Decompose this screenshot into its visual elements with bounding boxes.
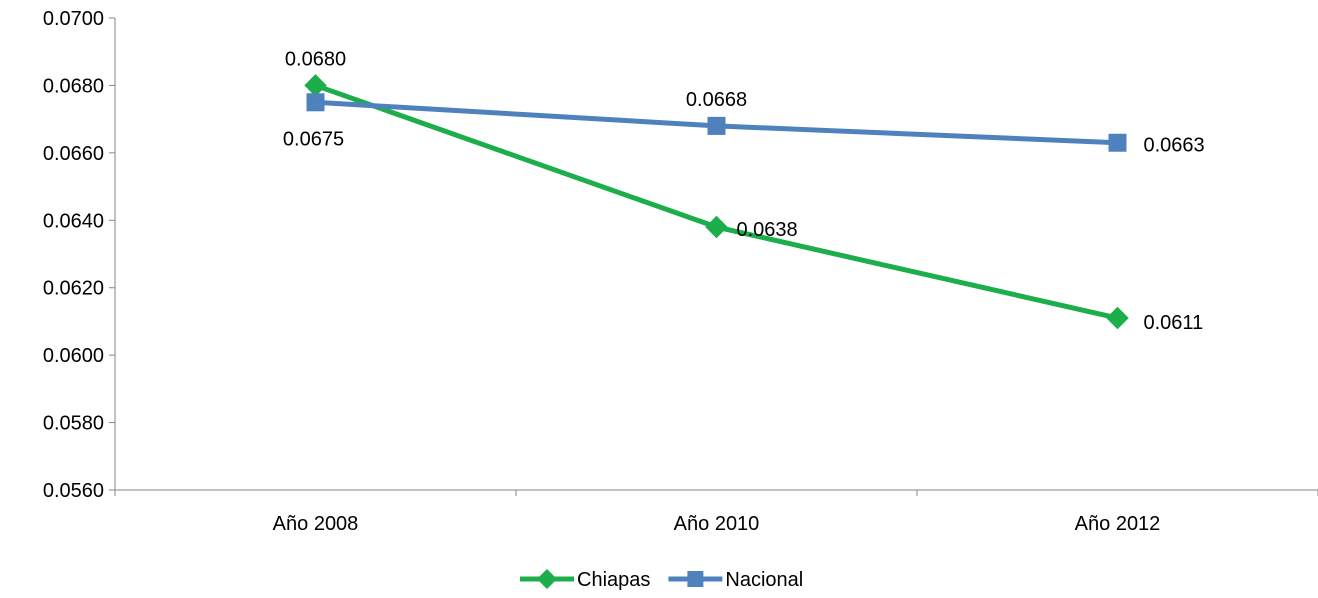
data-point-nacional (1108, 133, 1127, 152)
y-tick-label: 0.0640 (43, 210, 104, 232)
data-label-nacional: 0.0663 (1144, 135, 1205, 157)
legend-marker-chiapas (536, 568, 558, 590)
data-label-nacional: 0.0668 (686, 89, 747, 111)
axes: 0.0560 0.0580 0.0600 0.0620 0.0640 0.0660 0.06… (43, 8, 1318, 535)
y-tick-label: 0.0620 (43, 278, 104, 300)
y-tick-label: 0.0660 (43, 143, 104, 165)
data-point-chiapas (1106, 306, 1129, 330)
data-labels: 0.0680 0.0638 0.0611 0.0675 0.0668 0.0663 (283, 48, 1205, 334)
series-layer (304, 74, 1129, 330)
legend: Chiapas Nacional (520, 568, 803, 591)
x-tick-label: Año 2012 (1075, 513, 1161, 535)
data-label-chiapas: 0.0611 (1144, 312, 1204, 334)
x-tick-label: Año 2010 (674, 513, 760, 535)
data-label-chiapas: 0.0680 (285, 48, 346, 70)
x-tick-label: Año 2008 (273, 513, 359, 535)
legend-label-nacional: Nacional (725, 569, 803, 591)
data-point-nacional (306, 93, 325, 112)
y-tick-label: 0.0560 (43, 480, 104, 502)
y-tick-label: 0.0700 (43, 8, 104, 30)
y-tick-label: 0.0600 (43, 345, 104, 367)
data-point-chiapas (705, 215, 728, 239)
data-label-chiapas: 0.0638 (737, 219, 798, 241)
data-point-nacional (707, 116, 726, 135)
data-label-nacional: 0.0675 (283, 128, 344, 150)
data-point-chiapas (304, 74, 327, 97)
y-tick-label: 0.0580 (43, 413, 104, 435)
legend-label-chiapas: Chiapas (577, 569, 650, 591)
y-tick-label: 0.0680 (43, 75, 104, 97)
legend-marker-nacional (687, 571, 704, 587)
